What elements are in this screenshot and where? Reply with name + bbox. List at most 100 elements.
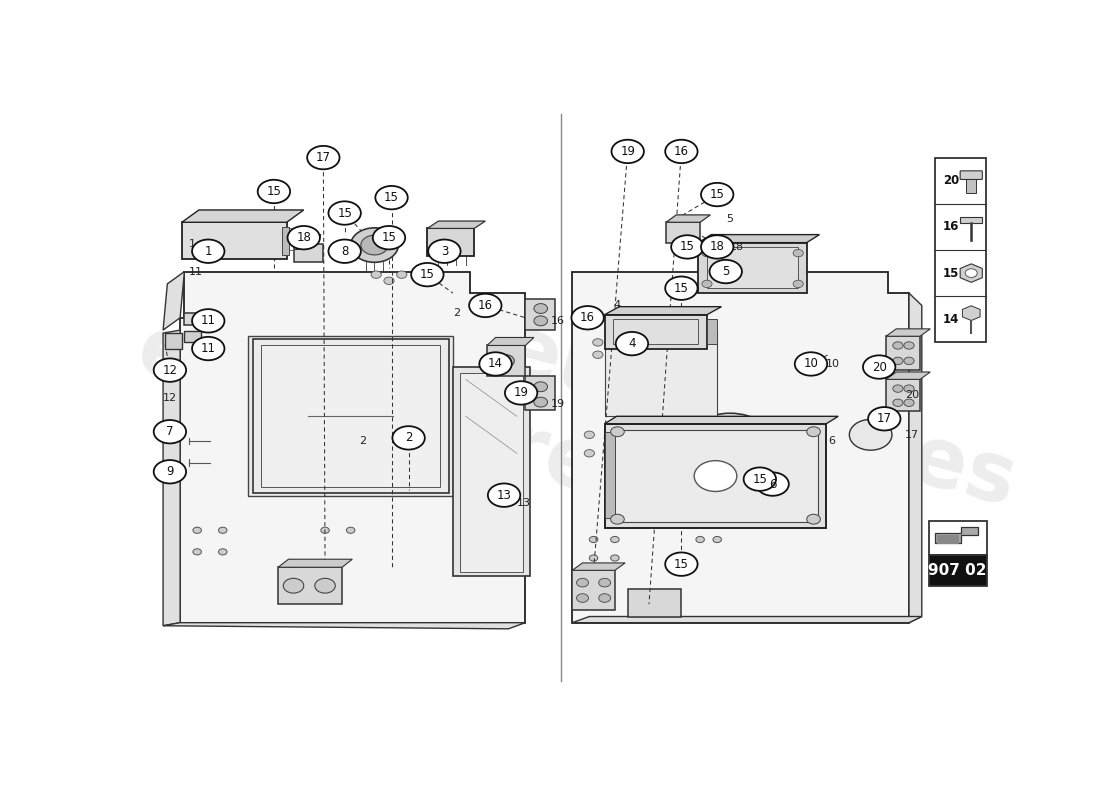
Polygon shape [182,210,304,222]
Text: 8: 8 [341,245,349,258]
Polygon shape [886,379,920,411]
Text: 15: 15 [710,188,725,201]
Polygon shape [698,234,820,242]
Polygon shape [605,424,826,529]
Circle shape [287,226,320,250]
Circle shape [904,385,914,392]
Text: 907 02: 907 02 [928,563,987,578]
Polygon shape [427,229,474,256]
Circle shape [610,537,619,542]
Circle shape [893,399,903,406]
Circle shape [411,263,443,286]
Polygon shape [427,221,485,229]
Text: 2: 2 [359,436,366,446]
Circle shape [702,280,712,287]
Text: 15: 15 [680,241,695,254]
Text: 5: 5 [722,265,729,278]
Circle shape [702,250,712,257]
Polygon shape [935,527,978,542]
Polygon shape [886,336,920,370]
Polygon shape [605,306,722,314]
Circle shape [373,226,405,250]
Text: 15: 15 [674,282,689,294]
Circle shape [257,180,290,203]
Text: 15: 15 [382,231,396,244]
Circle shape [192,309,224,333]
Text: 17: 17 [904,430,918,440]
Polygon shape [886,372,931,379]
Text: 19: 19 [514,386,529,399]
Polygon shape [299,234,321,244]
Circle shape [274,407,367,475]
Circle shape [806,426,821,437]
Circle shape [694,461,737,491]
Text: 15: 15 [943,266,959,280]
Polygon shape [605,422,717,521]
Text: 10: 10 [826,359,840,369]
Circle shape [397,271,407,278]
Text: 3: 3 [436,254,443,264]
Circle shape [696,537,704,542]
Circle shape [793,250,803,257]
Circle shape [346,527,355,534]
Circle shape [713,537,722,542]
Circle shape [393,426,425,450]
Polygon shape [666,222,700,242]
Circle shape [192,239,224,263]
Text: 16: 16 [551,316,565,326]
Polygon shape [605,432,615,518]
Circle shape [610,555,619,561]
Circle shape [154,358,186,382]
Circle shape [497,354,515,367]
Polygon shape [487,338,534,346]
Circle shape [904,342,914,349]
Polygon shape [572,563,625,570]
Polygon shape [261,346,440,487]
Circle shape [438,406,485,440]
Text: a passion for parts since 1985: a passion for parts since 1985 [647,471,873,546]
Polygon shape [163,330,180,626]
FancyBboxPatch shape [928,521,987,555]
Text: 18: 18 [293,242,307,252]
Circle shape [904,357,914,365]
Text: 15: 15 [752,473,768,486]
Circle shape [534,382,548,392]
Text: 9: 9 [158,464,166,474]
Circle shape [593,338,603,346]
Circle shape [757,472,789,496]
Circle shape [534,303,548,314]
Polygon shape [253,339,449,494]
Circle shape [701,183,734,206]
Polygon shape [937,534,959,544]
Circle shape [329,202,361,225]
Text: 1: 1 [205,245,212,258]
Circle shape [904,399,914,406]
Circle shape [284,578,304,593]
Text: 17: 17 [316,151,331,164]
Text: 9: 9 [166,466,174,478]
Circle shape [371,271,382,278]
Text: 12: 12 [163,393,177,403]
Polygon shape [605,330,717,416]
Circle shape [571,306,604,330]
Circle shape [307,146,340,170]
FancyBboxPatch shape [966,179,977,193]
Polygon shape [605,416,838,424]
Circle shape [701,235,734,258]
Polygon shape [526,376,556,410]
Circle shape [966,269,977,278]
Polygon shape [283,226,289,255]
Circle shape [534,316,548,326]
Text: 14: 14 [488,358,503,370]
Circle shape [793,280,803,287]
Polygon shape [185,313,206,325]
Polygon shape [182,222,287,259]
Text: 6: 6 [828,436,835,446]
Circle shape [469,294,502,317]
Circle shape [868,407,901,430]
Text: 19: 19 [620,145,635,158]
Circle shape [192,527,201,534]
Polygon shape [453,367,530,577]
Circle shape [893,357,903,365]
Polygon shape [572,617,922,622]
